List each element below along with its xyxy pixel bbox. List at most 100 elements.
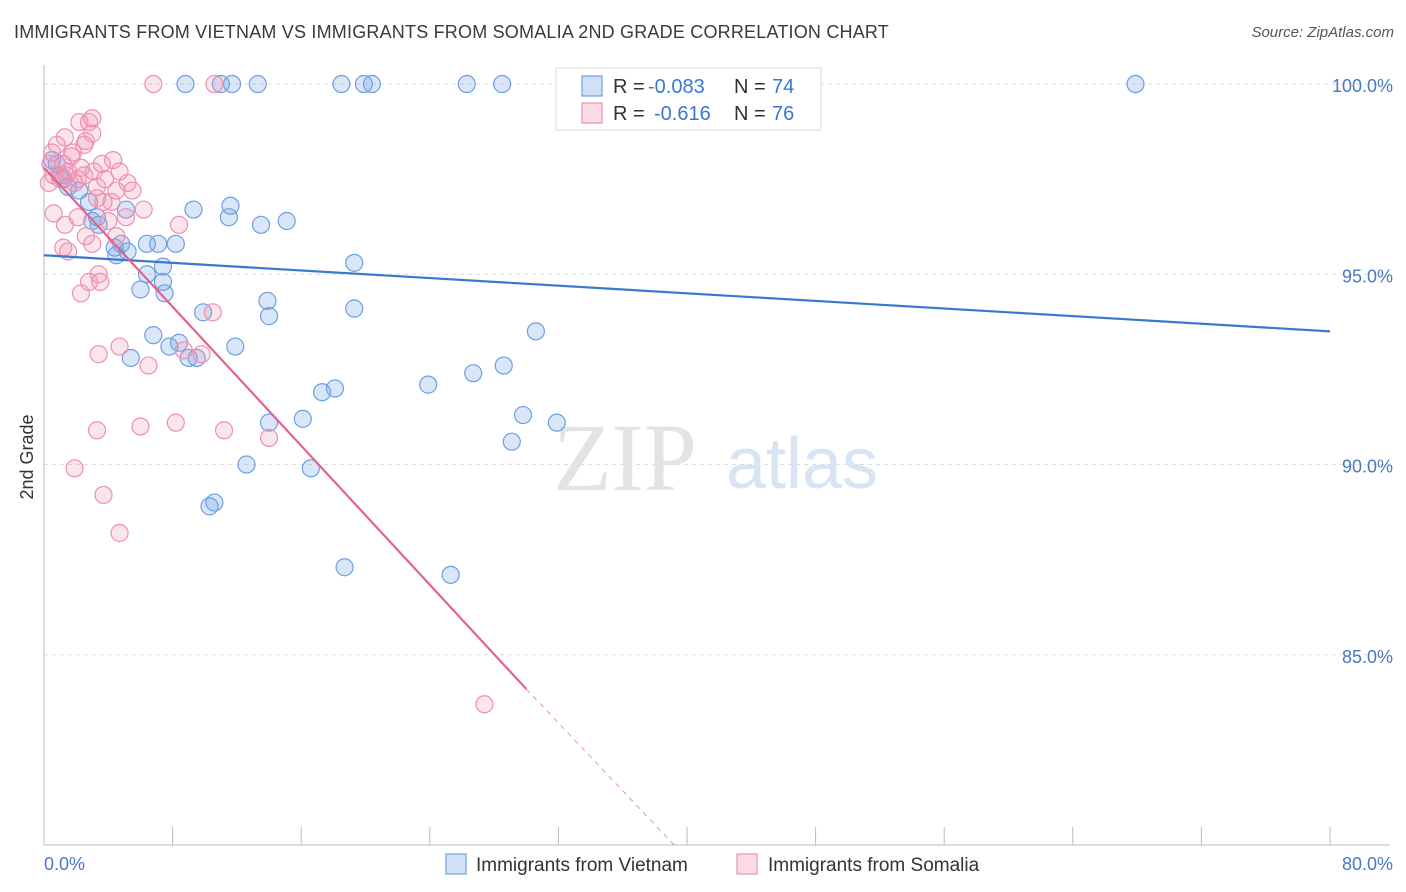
data-point-somalia xyxy=(169,215,189,234)
data-point-somalia xyxy=(41,154,60,174)
data-point-somalia xyxy=(259,428,279,447)
x-tick-label: 80.0% xyxy=(1342,854,1393,874)
data-point-vietnam xyxy=(335,558,354,577)
data-point-vietnam xyxy=(493,74,512,94)
gridlines xyxy=(44,83,1390,656)
data-point-somalia xyxy=(83,109,102,128)
data-point-somalia xyxy=(174,341,193,360)
series-vietnam-points xyxy=(42,74,1145,584)
y-tick-labels: 85.0% 90.0% 95.0% 100.0% xyxy=(1332,76,1393,667)
data-point-somalia xyxy=(110,523,129,543)
data-point-vietnam xyxy=(441,565,460,584)
data-point-somalia xyxy=(475,695,494,714)
data-point-somalia xyxy=(83,234,102,253)
watermark-zip: ZIP xyxy=(553,404,697,511)
legend-r-label-somalia: R = xyxy=(613,103,645,125)
data-point-vietnam xyxy=(226,337,245,356)
y-tick-label: 95.0% xyxy=(1342,266,1393,286)
data-point-vietnam xyxy=(166,234,185,253)
legend-series: Immigrants from Vietnam Immigrants from … xyxy=(445,853,980,876)
data-point-vietnam xyxy=(248,74,267,94)
legend-n-label-vietnam: N = xyxy=(734,76,766,98)
data-point-vietnam xyxy=(237,455,256,474)
data-point-vietnam xyxy=(259,413,279,432)
data-point-somalia xyxy=(205,74,224,94)
data-point-somalia xyxy=(107,227,126,246)
data-point-somalia xyxy=(91,272,110,291)
legend-bottom-swatch-vietnam xyxy=(445,853,467,875)
trend-line-vietnam xyxy=(43,254,1331,333)
data-point-vietnam xyxy=(464,364,483,383)
data-point-vietnam xyxy=(222,74,242,94)
data-point-somalia xyxy=(76,227,95,246)
source-label: Source: ZipAtlas.com xyxy=(1251,24,1394,41)
legend-stats: R = -0.083 N = 74 R = -0.616 N = 76 xyxy=(555,67,822,131)
data-point-vietnam xyxy=(293,409,312,428)
data-point-vietnam xyxy=(144,326,163,345)
data-point-somalia xyxy=(166,413,185,432)
legend-r-value-somalia: -0.616 xyxy=(654,103,711,125)
data-point-somalia xyxy=(92,154,111,174)
legend-bottom-swatch-somalia xyxy=(736,853,758,875)
data-point-somalia xyxy=(75,166,94,185)
data-point-vietnam xyxy=(494,356,513,375)
data-point-vietnam xyxy=(345,299,364,318)
data-point-somalia xyxy=(99,211,118,231)
data-point-somalia xyxy=(134,200,153,219)
data-point-vietnam xyxy=(419,375,438,394)
data-point-vietnam xyxy=(332,74,351,94)
data-point-vietnam xyxy=(258,291,277,311)
chart-title: IMMIGRANTS FROM VIETNAM VS IMMIGRANTS FR… xyxy=(14,22,890,42)
data-point-somalia xyxy=(203,303,222,322)
watermark: ZIP atlas xyxy=(553,404,878,511)
legend-r-value-vietnam: -0.083 xyxy=(648,76,705,98)
data-point-somalia xyxy=(55,128,74,147)
data-point-vietnam xyxy=(121,348,140,368)
data-point-vietnam xyxy=(155,284,174,303)
data-point-somalia xyxy=(139,356,158,375)
y-tick-label: 85.0% xyxy=(1342,647,1393,667)
data-point-vietnam xyxy=(345,253,364,272)
legend-n-value-somalia: 76 xyxy=(772,103,794,125)
data-point-somalia xyxy=(44,204,63,223)
legend-bottom-label-somalia: Immigrants from Somalia xyxy=(768,855,980,876)
data-point-somalia xyxy=(87,421,107,440)
data-point-vietnam xyxy=(277,211,296,231)
data-point-vietnam xyxy=(219,208,238,227)
data-point-vietnam xyxy=(526,322,545,341)
data-point-vietnam xyxy=(153,257,173,276)
data-point-somalia xyxy=(131,417,150,436)
data-point-somalia xyxy=(110,337,129,356)
legend-bottom-label-vietnam: Immigrants from Vietnam xyxy=(476,855,688,876)
x-tick-label: 0.0% xyxy=(44,854,85,874)
trend-lines xyxy=(43,166,1331,846)
data-point-vietnam xyxy=(502,432,521,451)
data-point-somalia xyxy=(116,208,136,227)
trend-line-somalia xyxy=(43,166,528,690)
data-point-vietnam xyxy=(137,265,156,284)
data-point-somalia xyxy=(214,421,234,440)
data-point-vietnam xyxy=(301,459,320,478)
data-point-somalia xyxy=(65,459,84,478)
data-point-somalia xyxy=(89,345,108,364)
legend-n-label-somalia: N = xyxy=(734,103,766,125)
data-point-somalia xyxy=(104,151,123,170)
legend-n-value-vietnam: 74 xyxy=(772,76,794,98)
series-somalia-points xyxy=(39,74,494,714)
data-point-vietnam xyxy=(194,303,213,322)
data-point-somalia xyxy=(123,181,142,200)
data-point-somalia xyxy=(87,189,107,208)
y-tick-label: 90.0% xyxy=(1342,457,1393,477)
watermark-atlas: atlas xyxy=(726,424,878,504)
data-point-vietnam xyxy=(176,74,195,94)
data-point-vietnam xyxy=(513,405,533,425)
x-tick-labels: 0.0% 80.0% xyxy=(44,854,1393,874)
data-point-vietnam xyxy=(131,280,150,299)
data-point-vietnam xyxy=(160,337,179,356)
data-point-somalia xyxy=(192,345,211,364)
data-point-somalia xyxy=(89,265,108,284)
data-point-vietnam xyxy=(116,200,136,219)
data-point-vietnam xyxy=(205,493,224,512)
y-tick-label: 100.0% xyxy=(1332,76,1393,96)
